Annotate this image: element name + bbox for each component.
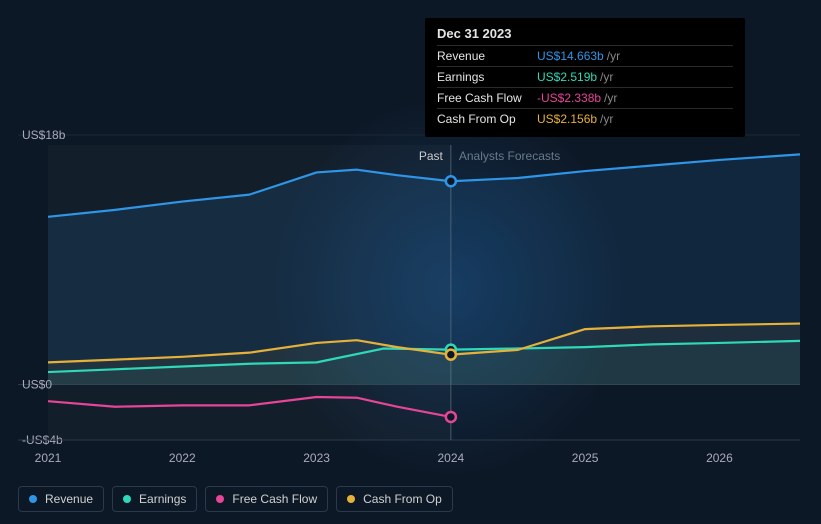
- tooltip-row-label: Revenue: [437, 49, 537, 63]
- financial-chart: US$18bUS$0-US$4b202120222023202420252026…: [0, 0, 821, 524]
- tooltip-title: Dec 31 2023: [437, 26, 733, 41]
- x-axis-label: 2021: [35, 451, 62, 465]
- legend-item-label: Revenue: [45, 492, 93, 506]
- y-axis-label: US$0: [22, 378, 52, 392]
- tooltip-row: Free Cash Flow-US$2.338b/yr: [437, 87, 733, 108]
- x-axis-label: 2026: [706, 451, 733, 465]
- forecast-label: Analysts Forecasts: [459, 149, 560, 163]
- legend-item-earnings[interactable]: Earnings: [112, 486, 197, 512]
- tooltip-row-label: Free Cash Flow: [437, 91, 537, 105]
- tooltip-row: Cash From OpUS$2.156b/yr: [437, 108, 733, 129]
- tooltip-row-value: US$14.663b: [537, 49, 604, 63]
- chart-tooltip: Dec 31 2023 RevenueUS$14.663b/yrEarnings…: [425, 18, 745, 137]
- y-axis-label: US$18b: [22, 128, 66, 142]
- marker-revenue: [446, 176, 456, 186]
- legend-dot-icon: [123, 495, 131, 503]
- legend-item-fcf[interactable]: Free Cash Flow: [205, 486, 328, 512]
- x-axis-label: 2023: [303, 451, 330, 465]
- tooltip-row-unit: /yr: [600, 112, 613, 126]
- legend-item-revenue[interactable]: Revenue: [18, 486, 104, 512]
- x-axis-label: 2022: [169, 451, 196, 465]
- tooltip-row-value: US$2.156b: [537, 112, 597, 126]
- past-label: Past: [419, 149, 444, 163]
- tooltip-row: RevenueUS$14.663b/yr: [437, 45, 733, 66]
- legend-item-cfo[interactable]: Cash From Op: [336, 486, 453, 512]
- tooltip-row-value: -US$2.338b: [537, 91, 601, 105]
- tooltip-row-label: Earnings: [437, 70, 537, 84]
- tooltip-row-unit: /yr: [604, 91, 617, 105]
- legend-dot-icon: [216, 495, 224, 503]
- legend-dot-icon: [347, 495, 355, 503]
- legend-item-label: Free Cash Flow: [232, 492, 317, 506]
- marker-cfo: [446, 350, 456, 360]
- x-axis-label: 2025: [572, 451, 599, 465]
- tooltip-row-label: Cash From Op: [437, 112, 537, 126]
- chart-legend: Revenue Earnings Free Cash Flow Cash From O…: [18, 486, 453, 512]
- tooltip-row-unit: /yr: [607, 49, 620, 63]
- legend-item-label: Earnings: [139, 492, 186, 506]
- tooltip-row-value: US$2.519b: [537, 70, 597, 84]
- legend-dot-icon: [29, 495, 37, 503]
- marker-fcf: [446, 412, 456, 422]
- tooltip-row: EarningsUS$2.519b/yr: [437, 66, 733, 87]
- x-axis-label: 2024: [438, 451, 465, 465]
- legend-item-label: Cash From Op: [363, 492, 442, 506]
- tooltip-row-unit: /yr: [600, 70, 613, 84]
